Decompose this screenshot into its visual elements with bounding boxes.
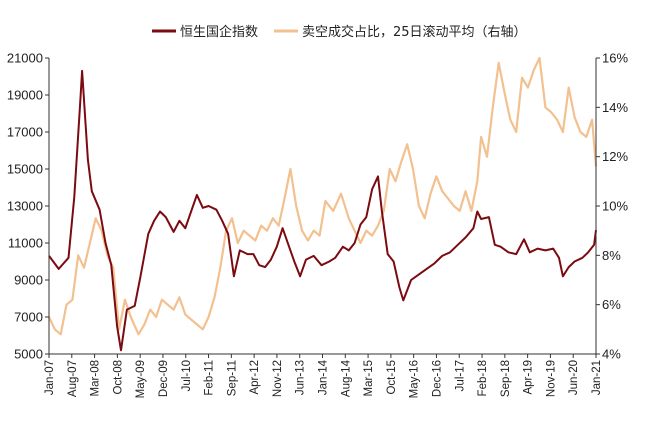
left-tick-label: 21000: [7, 51, 43, 66]
left-tick-label: 17000: [7, 125, 43, 140]
right-tick-label: 10%: [602, 199, 628, 214]
x-tick-label: Sep-18: [500, 360, 512, 397]
legend: 恒生国企指数 卖空成交占比，25日滚动平均（右轴）: [152, 24, 527, 40]
x-tick-label: Jan-21: [591, 360, 603, 395]
series-line-short-ratio: [48, 56, 598, 336]
x-tick-label: Jan-14: [318, 359, 330, 395]
right-tick-label: 8%: [602, 248, 621, 263]
x-tick-label: Mar-15: [363, 360, 375, 396]
left-tick-label: 5000: [14, 347, 43, 362]
x-tick-label: Jan-07: [44, 360, 56, 395]
left-tick-label: 11000: [8, 236, 43, 251]
x-tick-label: Jun-20: [568, 360, 580, 395]
legend-label-short-ratio: 卖空成交占比，25日滚动平均（右轴）: [302, 24, 527, 40]
x-tick-label: Feb-18: [477, 360, 489, 396]
x-tick-label: Sep-11: [226, 360, 238, 396]
left-tick-label: 7000: [14, 310, 43, 325]
x-tick-label: May-16: [409, 360, 421, 398]
legend-label-hscei: 恒生国企指数: [180, 24, 258, 40]
x-tick-label: Oct-15: [386, 360, 398, 395]
series-line-hscei: [48, 69, 597, 352]
x-tick-label: Feb-11: [204, 360, 216, 396]
x-tick-label: Dec-09: [158, 360, 170, 397]
right-tick-label: 6%: [602, 297, 621, 312]
x-tick-label: Jul-17: [454, 360, 466, 391]
x-tick-label: May-09: [135, 360, 147, 398]
series-layer: [48, 56, 598, 352]
x-tick-label: Mar-08: [90, 360, 102, 396]
x-tick-label: Aug-07: [67, 360, 79, 397]
x-tick-label: Oct-08: [112, 360, 124, 395]
x-tick-label: Apr-19: [523, 360, 535, 395]
x-tick-label: Aug-14: [340, 359, 352, 397]
axes-layer: 5000 7000 9000 11000 13000 15000 17000 19000 210…: [7, 51, 629, 399]
left-tick-label: 19000: [7, 88, 43, 103]
left-tick-label: 13000: [7, 199, 43, 214]
x-tick-label: Jul-10: [181, 360, 193, 391]
x-tick-label: Apr-12: [249, 360, 261, 395]
right-tick-label: 4%: [602, 347, 621, 362]
left-tick-label: 9000: [14, 273, 43, 288]
right-tick-label: 12%: [602, 149, 628, 164]
x-tick-label: Nov-12: [272, 360, 284, 397]
right-tick-label: 16%: [602, 51, 628, 66]
left-tick-label: 15000: [7, 162, 43, 177]
right-tick-label: 14%: [602, 100, 628, 115]
x-tick-label: Nov-19: [545, 360, 557, 397]
x-tick-label: Jun-13: [295, 360, 307, 395]
x-tick-label: Dec-16: [431, 360, 443, 397]
